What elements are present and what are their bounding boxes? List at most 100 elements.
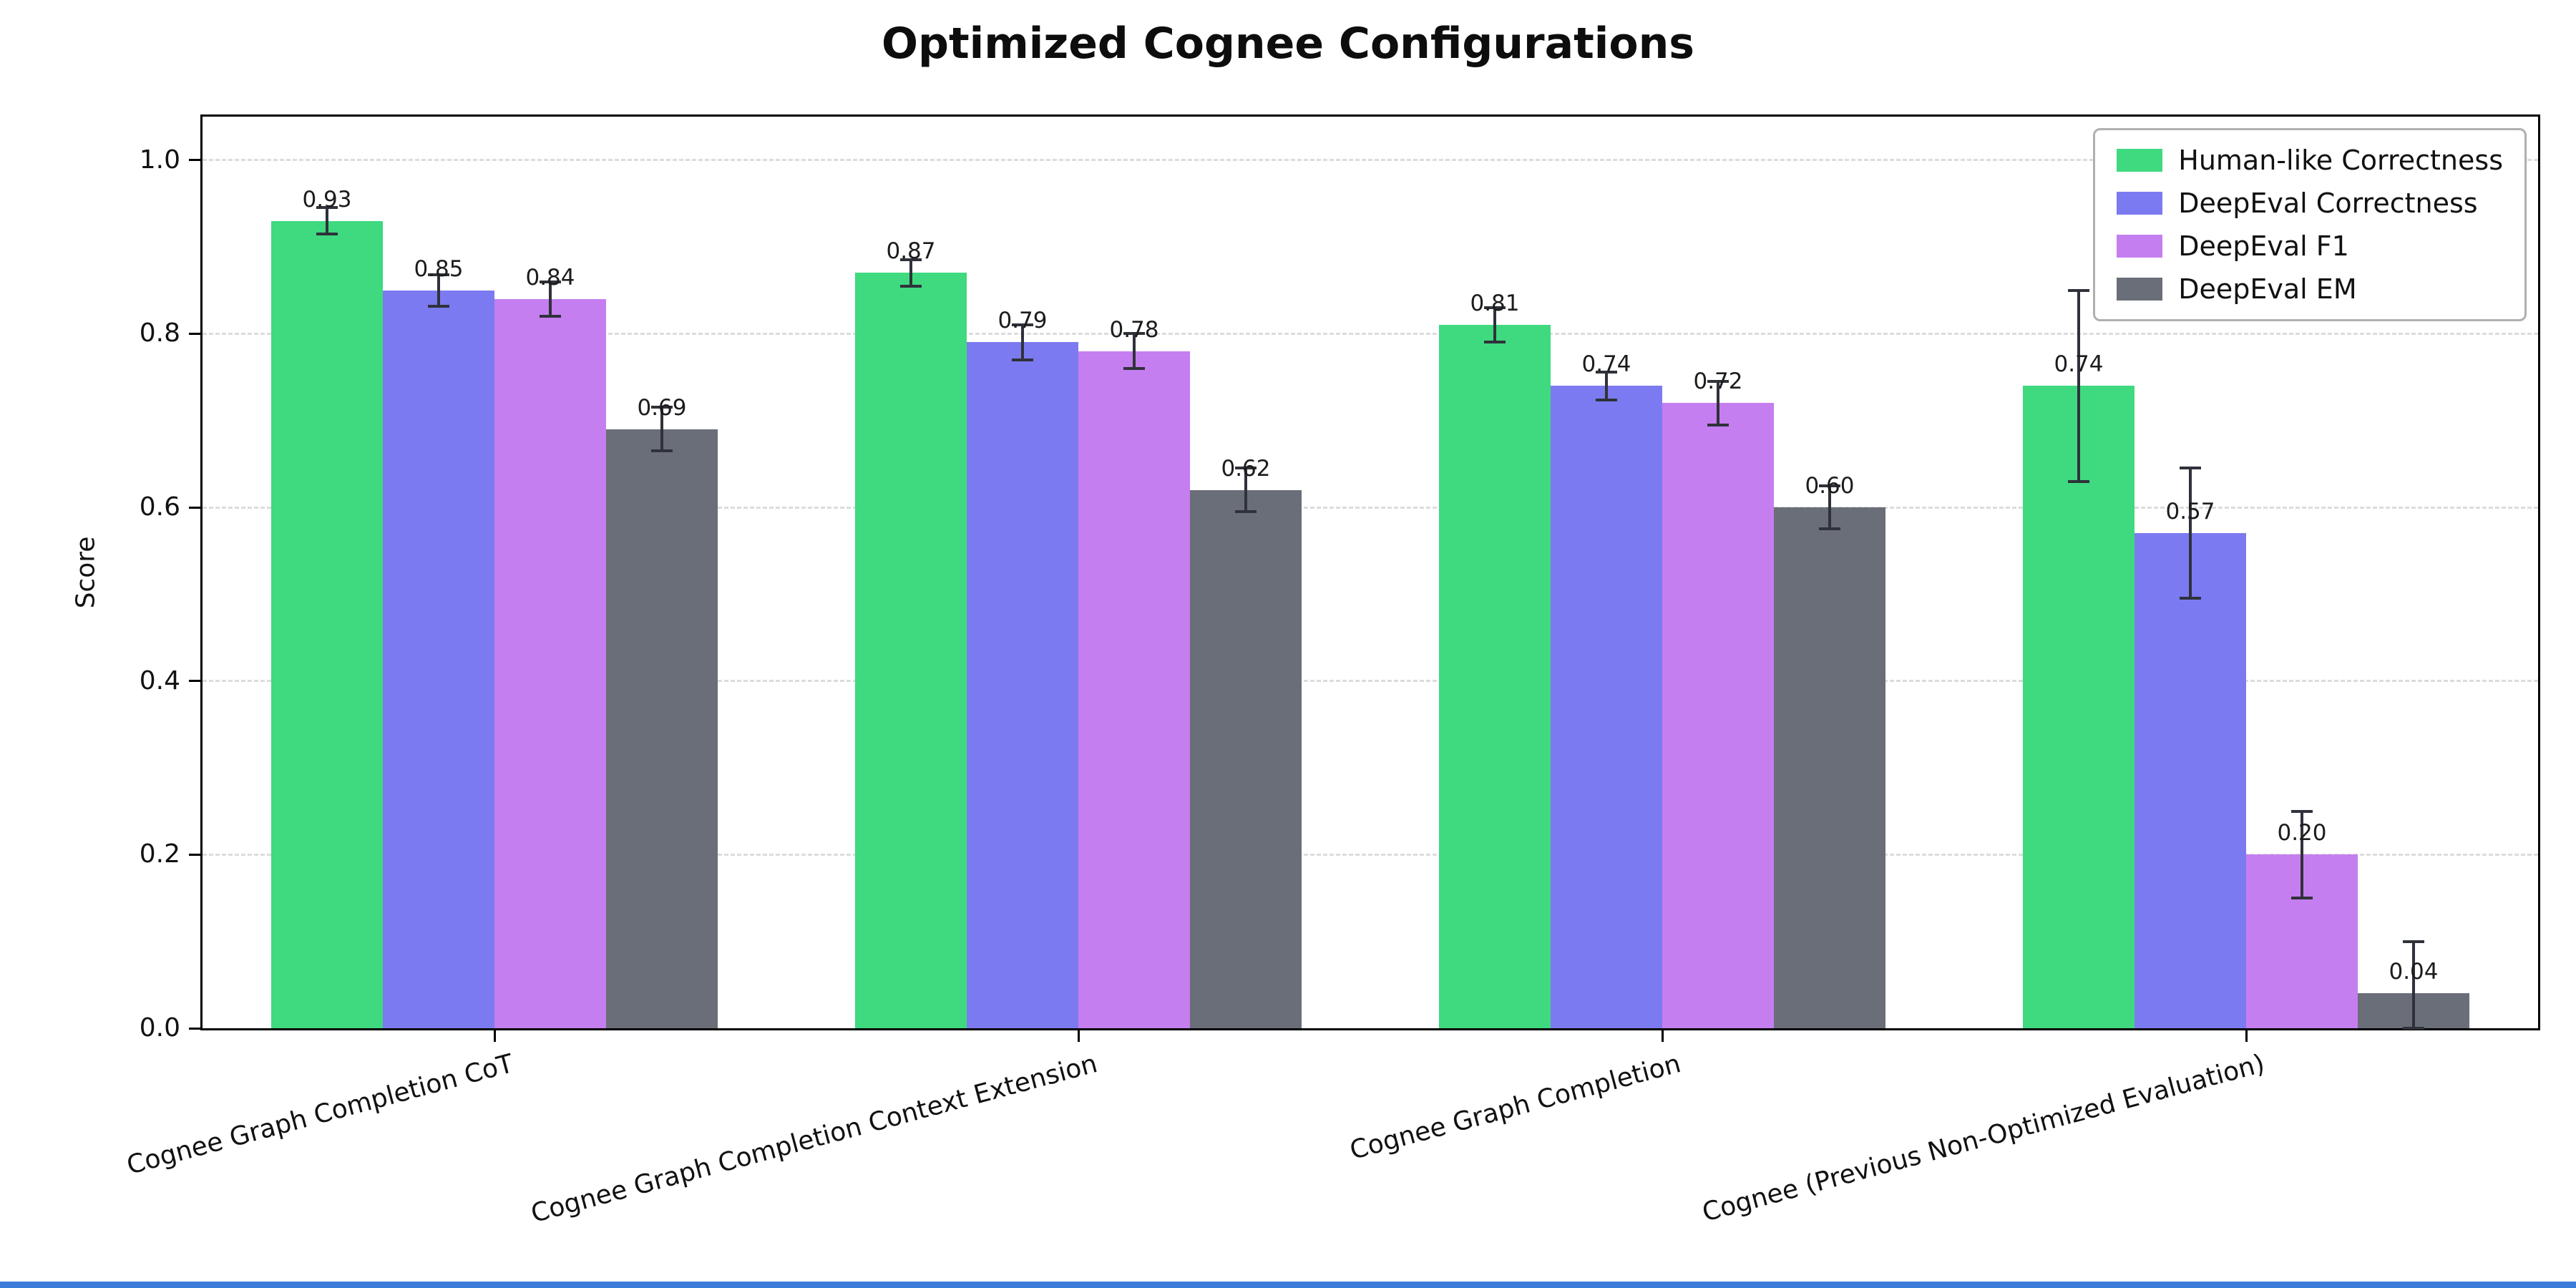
error-bar	[2412, 941, 2415, 1028]
error-bar-cap-top	[1819, 484, 1840, 487]
error-bar-cap-bottom	[2180, 597, 2201, 600]
gridline	[203, 680, 2538, 683]
error-bar	[326, 208, 328, 234]
error-bar-cap-bottom	[2068, 479, 2089, 483]
bar	[1774, 507, 1885, 1028]
bar-value-label: 0.72	[1693, 369, 1743, 395]
error-bar	[1021, 325, 1024, 360]
error-bar-cap-top	[1596, 370, 1617, 374]
bar	[1078, 351, 1190, 1028]
bar	[271, 220, 383, 1028]
x-tick-label: Cognee Graph Completion	[1347, 1049, 1684, 1166]
error-bar-cap-top	[428, 273, 449, 276]
bar	[383, 290, 494, 1028]
error-bar	[909, 260, 912, 286]
y-tick	[189, 680, 200, 683]
legend-item: DeepEval F1	[2117, 230, 2503, 262]
y-tick-label: 0.6	[139, 492, 180, 522]
legend-label: Human-like Correctness	[2178, 145, 2503, 176]
legend-label: DeepEval F1	[2178, 230, 2349, 262]
error-bar-cap-top	[316, 206, 338, 210]
y-tick-label: 1.0	[139, 145, 180, 175]
x-tick	[1661, 1030, 1664, 1042]
bar-value-label: 0.81	[1470, 291, 1520, 317]
legend-item: Human-like Correctness	[2117, 145, 2503, 176]
bar	[2023, 386, 2135, 1028]
error-bar-cap-bottom	[1596, 398, 1617, 401]
error-bar-cap-bottom	[1707, 423, 1729, 426]
bar-value-label: 0.87	[886, 238, 936, 265]
y-axis-label: Score	[71, 536, 101, 609]
x-tick-label: Cognee Graph Completion Context Extensio…	[527, 1049, 1101, 1229]
error-bar-cap-bottom	[1012, 358, 1033, 361]
error-bar	[2077, 290, 2080, 482]
error-bar-cap-bottom	[1235, 510, 1257, 514]
bar	[855, 273, 967, 1028]
y-tick-label: 0.8	[139, 318, 180, 348]
error-bar-cap-top	[2180, 467, 2201, 470]
bar-value-label: 0.79	[997, 308, 1048, 334]
bar-value-label: 0.69	[637, 394, 687, 421]
y-tick-label: 0.4	[139, 665, 180, 696]
error-bar-cap-bottom	[2291, 897, 2313, 899]
bar	[967, 342, 1078, 1028]
legend-swatch	[2117, 278, 2163, 301]
legend: Human-like Correctness DeepEval Correctne…	[2093, 128, 2527, 321]
legend-swatch	[2117, 235, 2163, 258]
y-tick-label: 0.0	[139, 1013, 180, 1043]
error-bar-cap-top	[1484, 306, 1506, 309]
legend-swatch	[2117, 192, 2163, 215]
error-bar-cap-top	[540, 280, 561, 283]
chart-title: Optimized Cognee Configurations	[881, 19, 1694, 69]
error-bar	[2301, 811, 2303, 898]
error-bar-cap-top	[1707, 380, 1729, 384]
bar	[494, 298, 606, 1028]
error-bar-cap-bottom	[900, 284, 922, 288]
bar	[606, 429, 718, 1028]
bar	[2135, 533, 2246, 1028]
x-tick	[1077, 1030, 1080, 1042]
bar-value-label: 0.74	[1581, 351, 1631, 378]
error-bar-cap-top	[2291, 809, 2313, 813]
error-bar	[1493, 307, 1496, 343]
error-bar	[1133, 333, 1136, 369]
y-tick	[189, 853, 200, 856]
error-bar-cap-top	[1123, 332, 1145, 336]
bar-value-label: 0.60	[1805, 473, 1855, 499]
bar-value-label: 0.20	[2277, 820, 2327, 847]
error-bar-cap-bottom	[428, 304, 449, 308]
legend-swatch	[2117, 149, 2163, 172]
error-bar-cap-bottom	[2403, 1027, 2424, 1030]
error-bar-cap-bottom	[1484, 341, 1506, 344]
error-bar	[1605, 371, 1608, 400]
bar-value-label: 0.84	[525, 264, 575, 291]
error-bar	[549, 281, 552, 317]
bar-value-label: 0.78	[1109, 316, 1159, 343]
bar-value-label: 0.85	[414, 255, 464, 282]
y-tick	[189, 1027, 200, 1030]
bar-value-label: 0.62	[1221, 455, 1271, 482]
gridline	[203, 159, 2538, 162]
x-tick	[2245, 1030, 2248, 1042]
error-bar-cap-bottom	[540, 315, 561, 318]
gridline	[203, 506, 2538, 509]
legend-label: DeepEval Correctness	[2178, 187, 2478, 219]
gridline	[203, 332, 2538, 335]
error-bar-cap-top	[1235, 467, 1257, 470]
bar	[1551, 386, 1662, 1028]
x-tick-label: Cognee Graph Completion CoT	[123, 1049, 517, 1181]
error-bar	[660, 407, 663, 452]
y-tick	[189, 332, 200, 335]
y-tick	[189, 506, 200, 509]
y-tick	[189, 159, 200, 162]
plot-area: 0.93 0.87 0.81 0.74 0.85 0.79 0.74 0.57 0.84 0.78…	[200, 114, 2540, 1030]
bar-value-label: 0.04	[2389, 959, 2439, 985]
error-bar	[2189, 468, 2192, 599]
gridline	[203, 853, 2538, 856]
error-bar	[437, 274, 440, 306]
error-bar	[1244, 468, 1247, 512]
bar-value-label: 0.74	[2054, 351, 2104, 378]
bar	[1439, 325, 1551, 1028]
error-bar-cap-top	[2068, 288, 2089, 292]
